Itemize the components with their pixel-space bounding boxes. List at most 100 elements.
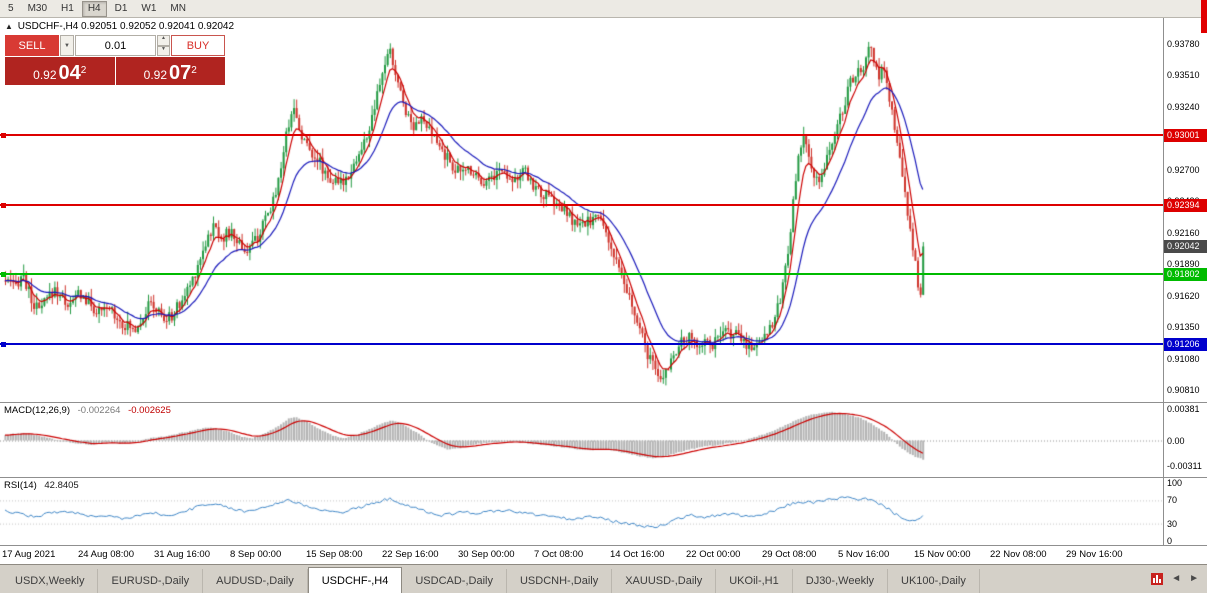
symbol-label: USDCHF-,H4 [17, 21, 79, 32]
macd-tick: 0.00 [1167, 435, 1185, 446]
macd-signal-value: -0.002625 [128, 405, 171, 416]
timeframe-button-MN[interactable]: MN [170, 2, 186, 14]
chart-tab-bar: USDX,Weekly EURUSD-,Daily AUDUSD-,Daily USD… [0, 564, 1207, 593]
rsi-label: RSI(14) 42.8405 [4, 480, 79, 491]
lot-stepper: ▲ ▼ [157, 35, 170, 56]
tab-tools: ◄ ► [1151, 565, 1207, 593]
level-price-label: 0.92394 [1164, 199, 1207, 213]
macd-panel[interactable]: MACD(12,26,9) -0.002264 -0.002625 0.0038… [0, 403, 1207, 478]
time-label: 7 Oct 08:00 [534, 549, 584, 560]
chart-tab-usdcnh-daily[interactable]: USDCNH-,Daily [507, 569, 613, 593]
rsi-tick: 70 [1167, 495, 1178, 506]
low-value: 0.92041 [158, 21, 196, 32]
open-value: 0.92051 [81, 21, 118, 32]
line-handle[interactable] [1, 132, 6, 138]
sell-button[interactable]: SELL [5, 35, 59, 56]
lot-dropdown-icon[interactable]: ▼ [60, 35, 74, 56]
level-price-label: 0.91802 [1164, 268, 1207, 282]
chart-tab-usdx-weekly[interactable]: USDX,Weekly [2, 569, 99, 593]
close-value: 0.92042 [197, 21, 235, 32]
price-alert-marker [1201, 0, 1207, 33]
price-tick: 0.93780 [1167, 38, 1200, 49]
one-click-trade-panel: SELL ▼ ▲ ▼ BUY 0.92 04 2 0.92 07 2 [5, 35, 225, 85]
price-tick: 0.92160 [1167, 227, 1200, 238]
timeframe-toolbar: 5 M30 H1 H4 D1 W1 MN [0, 0, 1207, 18]
ask-main: 0.92 [143, 68, 168, 82]
time-label: 15 Sep 08:00 [306, 549, 363, 560]
rsi-tick: 30 [1167, 518, 1178, 529]
time-label: 22 Sep 16:00 [382, 549, 439, 560]
horizontal-line-0.91206[interactable] [0, 342, 1163, 345]
chart-tab-usdcad-daily[interactable]: USDCAD-,Daily [402, 569, 507, 593]
timeframe-button-M30[interactable]: M30 [27, 2, 48, 14]
time-label: 22 Nov 08:00 [990, 549, 1047, 560]
rsi-canvas [0, 478, 1163, 546]
bid-point: 2 [80, 65, 87, 76]
rsi-name: RSI(14) [4, 480, 37, 491]
macd-name: MACD(12,26,9) [4, 405, 70, 416]
chart-tab-ukoil-h1[interactable]: UKOil-,H1 [716, 569, 793, 593]
bid-pips: 04 [58, 62, 81, 84]
lot-up-icon[interactable]: ▲ [157, 35, 170, 46]
timeframe-button-H1[interactable]: H1 [61, 2, 74, 14]
macd-label: MACD(12,26,9) -0.002264 -0.002625 [4, 405, 171, 416]
line-handle[interactable] [1, 341, 6, 347]
macd-canvas [0, 403, 1163, 478]
price-tick: 0.91890 [1167, 259, 1200, 270]
chart-icon[interactable] [1151, 573, 1164, 585]
macd-tick: -0.00311 [1167, 461, 1202, 472]
chart-tab-xauusd-daily[interactable]: XAUUSD-,Daily [612, 569, 717, 593]
price-axis[interactable]: 0.937800.935100.932400.929700.927000.924… [1163, 18, 1207, 402]
price-tick: 0.91620 [1167, 290, 1200, 301]
tab-scroll-left-icon[interactable]: ◄ [1171, 573, 1182, 584]
lot-size-input[interactable] [75, 35, 156, 56]
level-price-label: 0.91206 [1164, 337, 1207, 351]
bid-main: 0.92 [33, 68, 57, 82]
timeframe-button-5[interactable]: 5 [8, 2, 14, 14]
ask-quote-button[interactable]: 0.92 07 2 [115, 57, 225, 85]
chart-tab-audusd-daily[interactable]: AUDUSD-,Daily [203, 569, 308, 593]
timeframe-button-H4[interactable]: H4 [81, 0, 107, 17]
time-label: 22 Oct 00:00 [686, 549, 741, 560]
time-label: 29 Nov 16:00 [1066, 549, 1123, 560]
price-tick: 0.92700 [1167, 164, 1200, 175]
ask-point: 2 [191, 65, 197, 76]
timeframe-button-D1[interactable]: D1 [114, 2, 128, 14]
ask-pips: 07 [169, 62, 192, 84]
macd-main-value: -0.002264 [77, 405, 121, 416]
rsi-axis: 100 70 30 0 [1163, 478, 1207, 546]
chart-tab-usdchf-h4[interactable]: USDCHF-,H4 [307, 567, 403, 593]
time-label: 15 Nov 00:00 [914, 549, 971, 560]
line-handle[interactable] [1, 272, 6, 278]
price-tick: 0.93240 [1167, 101, 1200, 112]
high-value: 0.92052 [119, 21, 157, 32]
collapse-arrow-icon[interactable]: ▲ [5, 22, 13, 31]
lot-down-icon[interactable]: ▼ [157, 45, 170, 56]
rsi-panel[interactable]: RSI(14) 42.8405 100 70 30 0 [0, 478, 1207, 546]
time-axis[interactable]: 17 Aug 2021 24 Aug 08:00 31 Aug 16:00 8 Sep… [0, 546, 1207, 564]
buy-button[interactable]: BUY [171, 35, 225, 56]
chart-tab-uk100-daily[interactable]: UK100-,Daily [888, 569, 980, 593]
bid-quote-button[interactable]: 0.92 04 2 [5, 57, 115, 85]
rsi-value: 42.8405 [44, 480, 79, 491]
line-handle[interactable] [1, 203, 6, 209]
price-tick: 0.91350 [1167, 322, 1200, 333]
tab-scroll-right-icon[interactable]: ► [1189, 573, 1199, 584]
ohlc-info-bar: ▲ USDCHF-,H4 0.92051 0.92052 0.92041 0.9… [5, 21, 234, 32]
macd-tick: 0.00381 [1167, 403, 1200, 414]
time-label: 29 Oct 08:00 [762, 549, 817, 560]
time-label: 17 Aug 2021 [2, 549, 56, 560]
timeframe-button-W1[interactable]: W1 [141, 2, 157, 14]
rsi-tick: 100 [1167, 478, 1183, 488]
horizontal-line-0.93001[interactable] [0, 133, 1163, 136]
horizontal-line-0.91802[interactable] [0, 273, 1163, 276]
time-label: 5 Nov 16:00 [838, 549, 890, 560]
price-chart-panel[interactable]: ▲ USDCHF-,H4 0.92051 0.92052 0.92041 0.9… [0, 18, 1207, 403]
price-tick: 0.93510 [1167, 70, 1200, 81]
chart-tab-eurusd-daily[interactable]: EURUSD-,Daily [98, 569, 204, 593]
time-label: 30 Sep 00:00 [458, 549, 515, 560]
time-label: 14 Oct 16:00 [610, 549, 665, 560]
macd-axis: 0.00381 0.00 -0.00311 [1163, 403, 1207, 477]
chart-tab-dj30-weekly[interactable]: DJ30-,Weekly [793, 569, 889, 593]
horizontal-line-0.92394[interactable] [0, 204, 1163, 207]
